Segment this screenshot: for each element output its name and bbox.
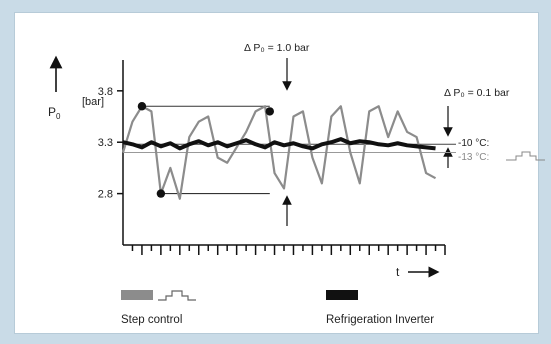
label-minus-13: -13 °C: — [458, 152, 489, 163]
series-line-refrigeration-inverter — [122, 137, 436, 151]
x-axis-label: t — [396, 265, 400, 279]
legend-swatch-inverter — [326, 290, 358, 300]
y-tick-label-2: 2.8 — [98, 189, 113, 201]
step-waveform-icon-right — [506, 151, 545, 161]
marker-point-0 — [137, 102, 147, 111]
series-line-step-control — [121, 105, 437, 200]
chart-dynamic-layer: 3.8 3.3 2.8 — [98, 86, 456, 255]
marker-point-2 — [156, 189, 166, 198]
chart-panel — [14, 12, 539, 334]
delta-inverter-annotation: Δ P₀ = 0.1 bar — [444, 87, 510, 99]
legend-label-inverter: Refrigeration Inverter — [326, 314, 434, 326]
legend-swatch-step-control — [121, 290, 153, 300]
y-axis-label: P0 — [48, 105, 61, 121]
delta-step-annotation: Δ P₀ = 1.0 bar — [244, 42, 310, 54]
step-waveform-icon — [158, 290, 196, 301]
label-minus-10: -10 °C: — [458, 138, 489, 149]
y-tick-label-0: 3.8 — [98, 86, 113, 98]
legend-label-step-control: Step control — [121, 314, 182, 326]
y-unit-label: [bar] — [82, 96, 104, 108]
marker-point-1 — [265, 107, 274, 116]
y-tick-label-1: 3.3 — [98, 137, 113, 149]
